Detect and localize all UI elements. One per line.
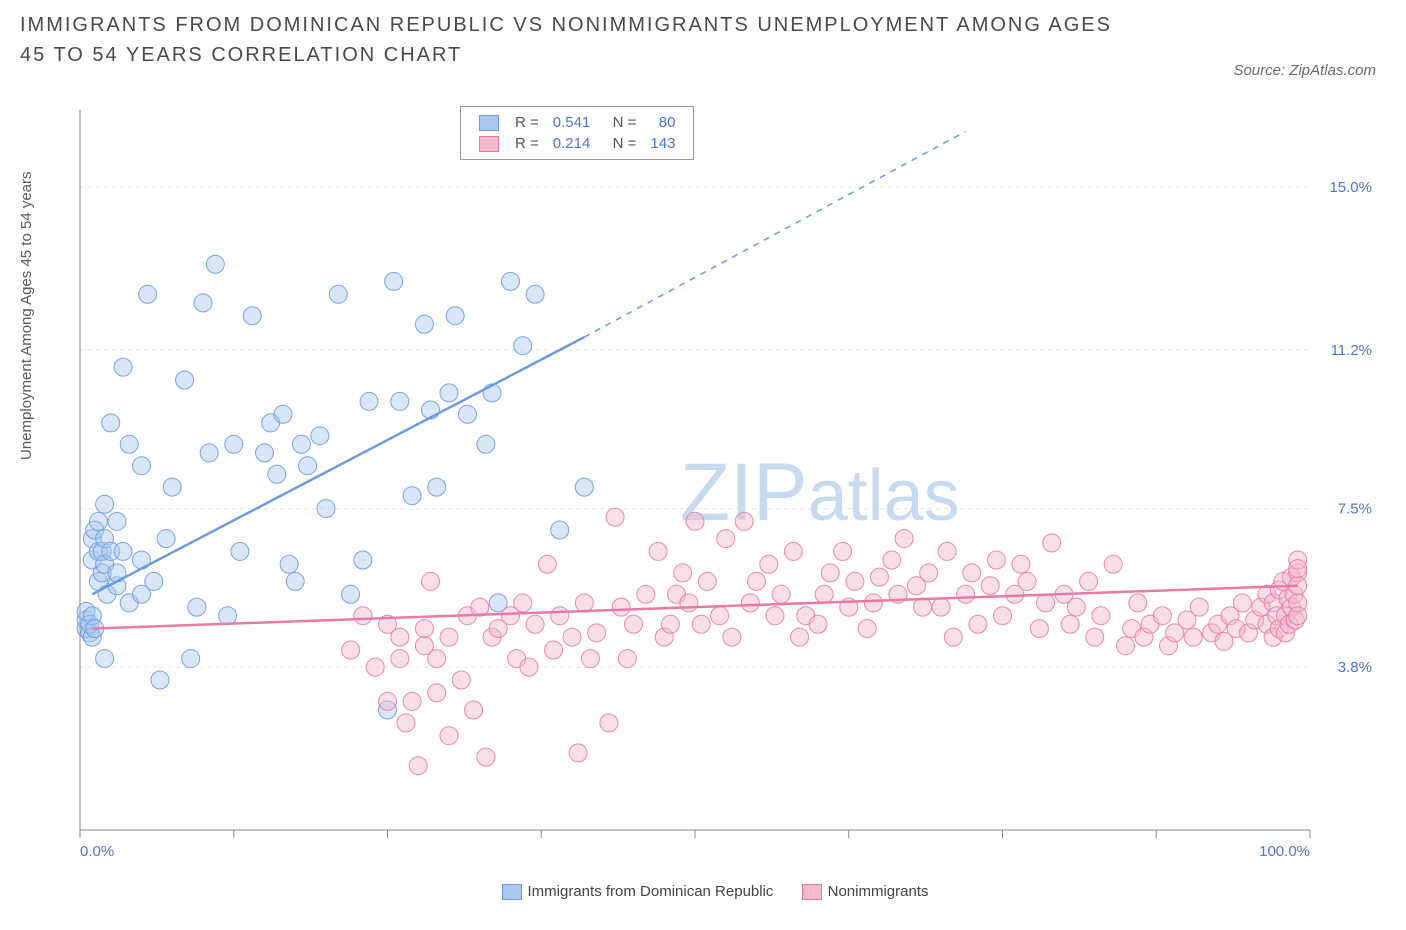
y-axis-label: Unemployment Among Ages 45 to 54 years [18, 171, 35, 460]
svg-text:11.2%: 11.2% [1331, 342, 1372, 359]
legend-label-0: Immigrants from Dominican Republic [528, 883, 774, 900]
svg-text:100.0%: 100.0% [1259, 843, 1310, 860]
plot-svg: 3.8% 7.5% 11.2% 15.0% 0.0% 100.0% ZIPatlas [60, 100, 1380, 860]
series-legend: Immigrants from Dominican Republic Nonim… [0, 883, 1406, 900]
legend-swatch-1 [802, 884, 822, 900]
svg-text:7.5%: 7.5% [1338, 501, 1372, 518]
svg-text:0.0%: 0.0% [80, 843, 114, 860]
svg-text:15.0%: 15.0% [1329, 179, 1372, 196]
source-credit: Source: ZipAtlas.com [1233, 62, 1376, 79]
scatter-plot: 3.8% 7.5% 11.2% 15.0% 0.0% 100.0% ZIPatlas R =… [60, 100, 1380, 860]
legend-label-1: Nonimmigrants [828, 883, 929, 900]
stats-legend: R =0.541 N =80 R =0.214 N =143 [460, 106, 694, 160]
legend-swatch-0 [502, 884, 522, 900]
svg-text:ZIPatlas: ZIPatlas [680, 447, 960, 538]
chart-title: IMMIGRANTS FROM DOMINICAN REPUBLIC VS NO… [20, 10, 1120, 70]
svg-text:3.8%: 3.8% [1338, 659, 1372, 676]
